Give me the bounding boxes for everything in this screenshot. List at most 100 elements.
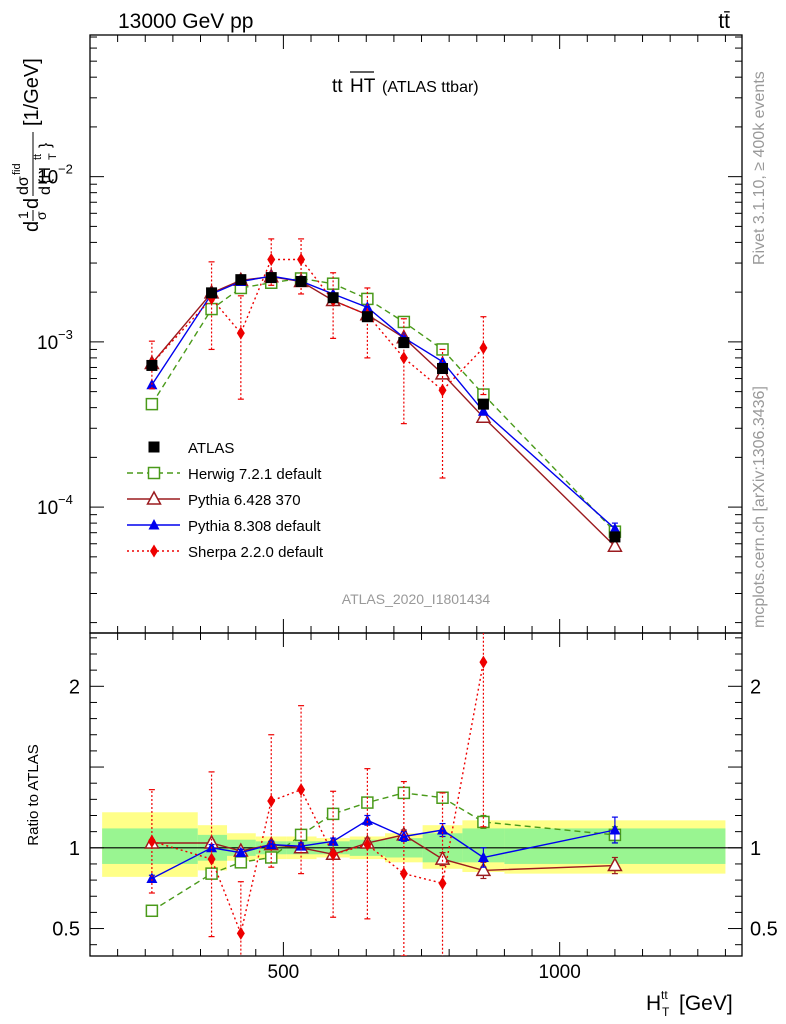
legend-label-pythia6: Pythia 6.428 370 [188,492,301,509]
ratio-y-tick-label-left: 1 [69,838,80,860]
xlabel-sub: T [662,1005,670,1019]
data-point-sherpa [297,253,306,267]
main-y-tick-label: 10 −3 [37,327,73,354]
plot-title-over: HT [350,76,376,97]
ratio-point-pythia8 [477,851,489,862]
xlabel-unit: [GeV] [679,992,733,1015]
xlabel-sup: tt [661,988,668,1002]
ylabel-denom-tt: tt [32,154,44,160]
data-point-atlas [398,337,410,349]
ylabel-denom-d: d [37,186,54,195]
ratio-point-sherpa [399,867,408,881]
data-point-herwig [145,397,159,411]
ratio-y-tick-labels: 2 2 1 1 0.5 0.5 [52,676,778,940]
ratio-plot-frame [89,632,743,957]
data-point-pythia8 [477,405,489,416]
ratio-y-axis-label: Ratio to ATLAS [25,744,42,845]
legend-entry-pythia6: Pythia 6.428 370 [127,490,301,509]
legend-label-atlas: ATLAS [188,440,234,457]
legend-entry-atlas: ATLAS [148,440,234,457]
data-point-atlas [327,292,339,304]
ratio-point-sherpa [236,926,245,940]
x-axis-label: H tt T [GeV] [646,988,733,1019]
data-point-pythia6 [475,408,492,423]
ylabel-d1: d [21,221,43,232]
ylabel-denom-T: T [47,153,59,160]
legend-label-sherpa: Sherpa 2.2.0 default [188,544,324,561]
data-point-sherpa [399,351,408,365]
data-point-atlas [609,531,621,543]
ratio-point-herwig [397,786,411,800]
main-axis-ticks [90,35,742,633]
ylabel-d2: d [21,198,43,209]
legend: ATLAS Herwig 7.2.1 default Pythia 6.428 37… [127,440,324,561]
data-point-sherpa [267,253,276,267]
series-line-sherpa [151,258,484,392]
ratio-point-sherpa [438,876,447,890]
ratio-series-sherpa [147,633,488,956]
data-point-atlas [437,363,449,375]
process-label: tt̄ [718,10,730,33]
ratio-point-herwig [294,828,308,842]
legend-marker-sherpa [150,544,158,558]
data-point-atlas [235,274,247,286]
x-tick-label: 1000 [539,962,581,983]
ratio-point-herwig [234,856,248,869]
plot-title-suffix: (ATLAS ttbar) [382,79,479,96]
legend-entry-pythia8: Pythia 8.308 default [127,518,321,535]
legend-marker-herwig [147,466,161,480]
y-tick-exponent: −4 [58,492,73,507]
ratio-point-pythia6 [475,861,492,877]
ratio-line-sherpa [151,661,485,936]
analysis-watermark: ATLAS_2020_I1801434 [342,591,491,607]
main-y-axis-label: d 1 σ d dσ fid d {H tt T } [1/GeV] [11,58,59,232]
ratio-point-herwig [326,807,340,821]
legend-label-herwig: Herwig 7.2.1 default [188,466,322,483]
main-y-tick-label: 10 −2 [37,162,73,189]
ratio-axis-ticks [90,633,742,956]
y-tick-exponent: −3 [58,327,73,342]
main-plot-series [144,238,623,552]
ylabel-unit: [1/GeV] [21,58,43,126]
ylabel-denom-close: } [37,142,54,148]
main-series-atlas [146,272,621,543]
data-point-pythia8 [361,301,373,312]
ratio-point-pythia6 [607,856,623,872]
data-point-pythia6 [607,537,623,552]
ratio-point-sherpa [479,655,488,669]
rivet-version-label: Rivet 3.1.10, ≥ 400k events [751,71,768,265]
legend-entry-herwig: Herwig 7.2.1 default [127,466,322,483]
data-point-atlas [146,359,158,371]
ratio-point-sherpa [329,847,338,861]
ratio-y-tick-label-left: 0.5 [52,919,80,941]
legend-marker-pythia8 [148,519,160,530]
ratio-line-herwig [151,792,615,912]
plot-title-main: tt [332,76,343,97]
ratio-y-tick-label-right: 2 [750,676,761,698]
ratio-y-tick-label-right: 1 [750,838,761,860]
ratio-series-pythia8 [146,814,621,883]
ratio-uncertainty-bands [102,812,726,877]
x-tick-label: 500 [268,962,300,983]
ratio-point-sherpa [147,834,156,848]
ratio-point-pythia8 [146,872,158,883]
data-point-sherpa [236,326,245,340]
legend-label-pythia8: Pythia 8.308 default [188,518,321,535]
ratio-point-pythia8 [235,846,247,858]
y-tick-exponent: −2 [58,162,73,177]
x-tick-labels: 500 1000 [268,962,581,983]
ratio-point-herwig [145,904,159,918]
legend-marker-pythia6 [146,490,162,505]
y-tick-base: 10 [37,168,58,189]
legend-entry-sherpa: Sherpa 2.2.0 default [127,544,324,561]
data-point-pythia8 [609,522,621,534]
data-point-herwig [326,277,340,290]
ylabel-fid: fid [11,163,23,175]
ratio-point-herwig [205,867,218,880]
legend-marker-atlas [148,441,160,453]
y-tick-base: 10 [37,333,58,354]
ratio-point-sherpa [297,783,306,797]
ratio-y-tick-label-left: 2 [69,676,80,698]
ratio-point-pythia8 [609,824,621,835]
